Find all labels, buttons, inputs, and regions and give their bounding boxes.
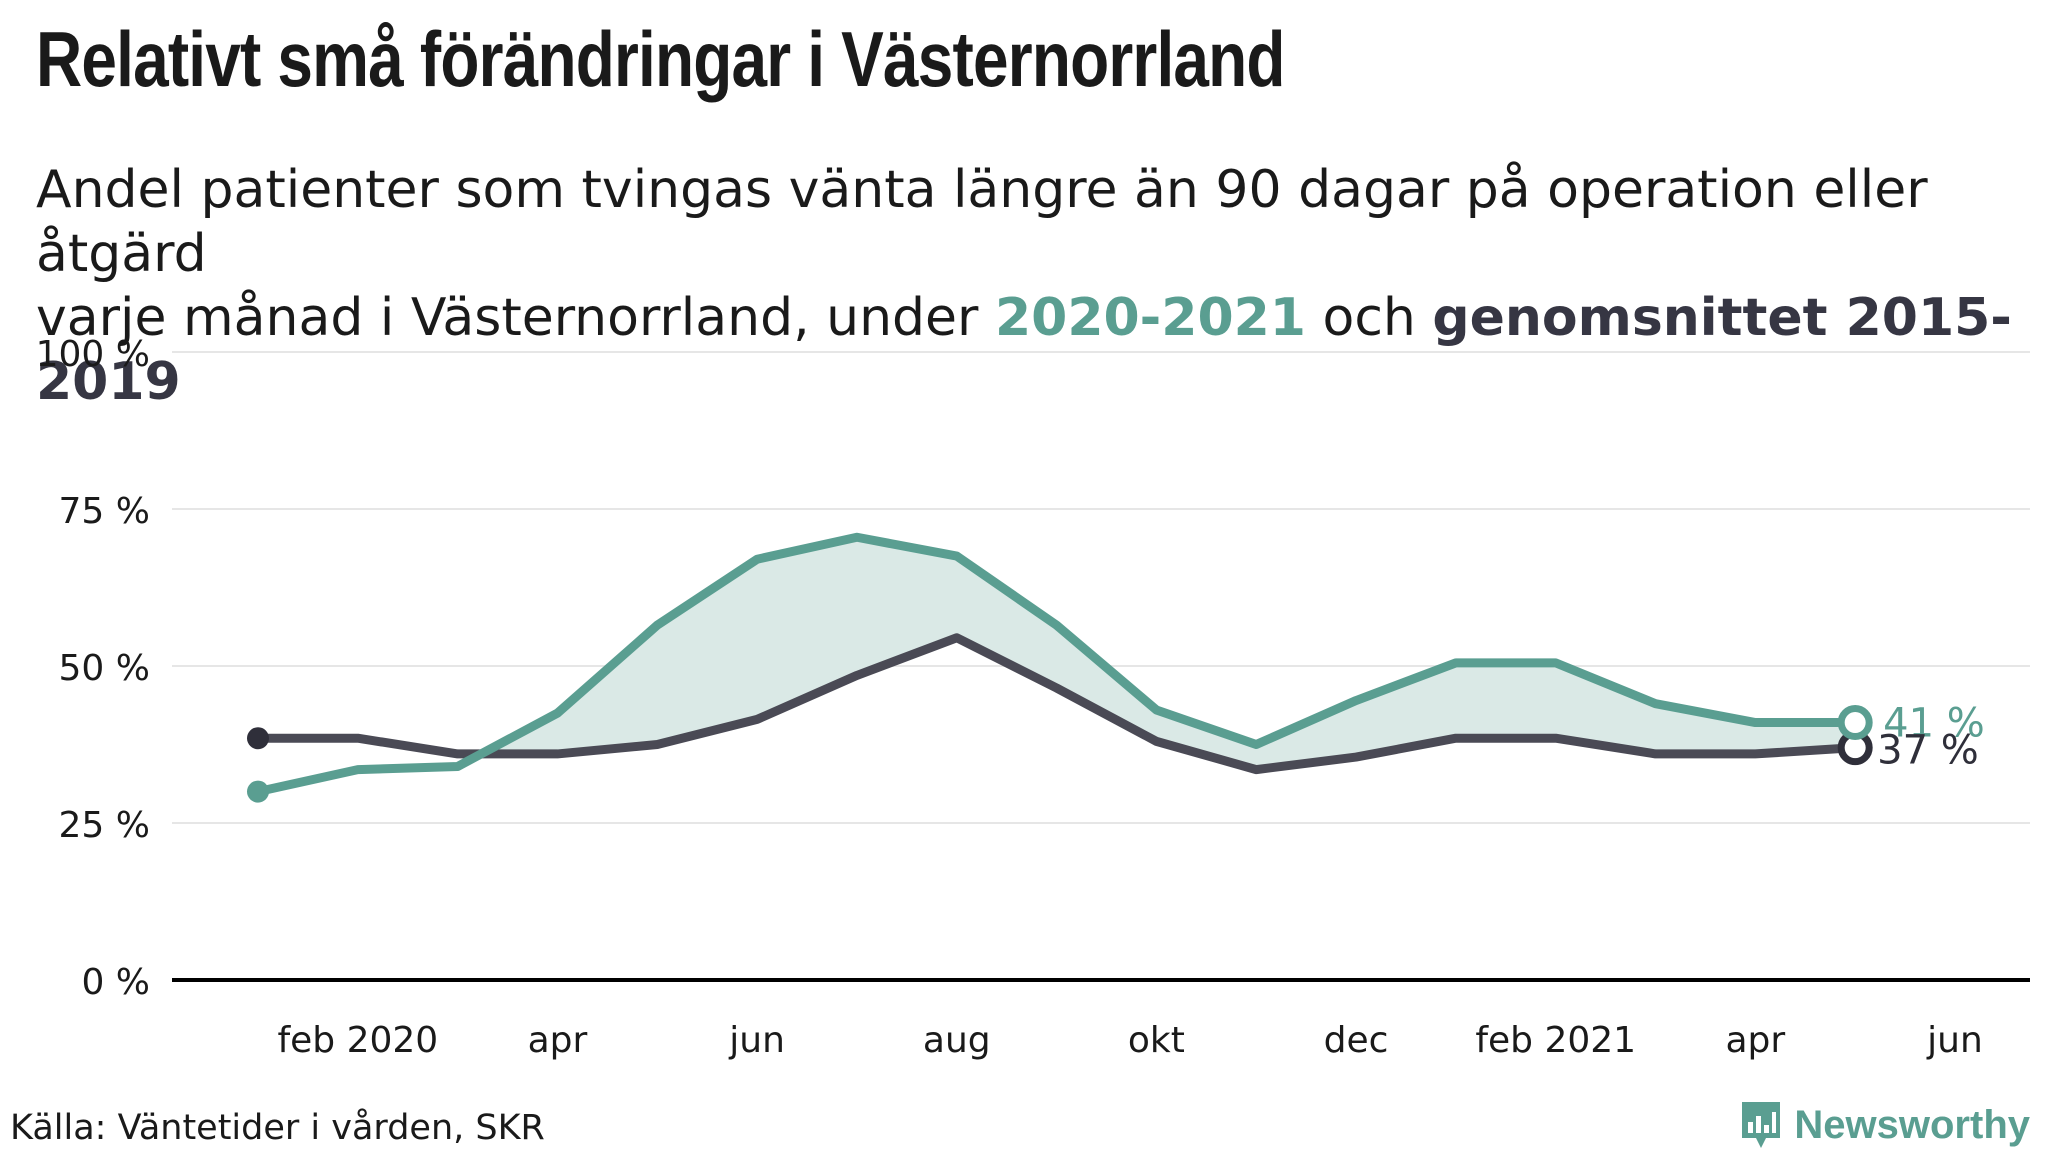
series-markers [247, 705, 1873, 803]
series-line-average [253, 633, 1860, 775]
x-tick-label: jun [1926, 1020, 1983, 1061]
fill-area-segment [481, 537, 1856, 770]
x-axis-tick-labels: feb 2020 apr jun aug okt dec feb 2021 apr jun [277, 1020, 1982, 1061]
subtitle-line2-prefix: varje månad i Västernorrland, under [36, 288, 995, 348]
x-tick-label: dec [1324, 1020, 1389, 1061]
chart-subtitle: Andel patienter som tvingas vänta längre… [36, 158, 2036, 414]
legend-average-period: genomsnittet 2015-2019 [36, 288, 2012, 412]
grid-lines [172, 351, 2030, 982]
series-end-labels: 41 %37 % [1877, 701, 1985, 774]
x-tick-label: aug [923, 1020, 991, 1061]
chart-title: Relativt små förändringar i Västernorrla… [36, 15, 1285, 103]
series-line-current [253, 532, 1860, 797]
x-tick-label: okt [1128, 1020, 1185, 1061]
x-tick-label: apr [1725, 1020, 1785, 1061]
subtitle-line2-middle: och [1306, 288, 1433, 348]
y-tick-label: 0 % [81, 962, 150, 1003]
end-point-current [1837, 705, 1873, 741]
legend-current-period: 2020-2021 [994, 288, 1306, 348]
brand-name: Newsworthy [1794, 1102, 2030, 1147]
end-label-average: 37 % [1877, 728, 1979, 774]
difference-fill-area [481, 537, 1856, 770]
brand-logo: Newsworthy [1738, 1098, 2030, 1152]
line-chart: 0 % 25 % 50 % 75 % 100 % feb 2020 apr jun aug ok… [36, 334, 2030, 1061]
x-tick-label: apr [528, 1020, 588, 1061]
newsworthy-logo-icon [1742, 1102, 1781, 1148]
end-label-current: 41 % [1883, 701, 1985, 747]
y-axis-tick-labels: 0 % 25 % 50 % 75 % 100 % [36, 334, 150, 1003]
y-tick-label: 100 % [36, 334, 150, 375]
subtitle-line1: Andel patienter som tvingas vänta längre… [36, 160, 1928, 284]
y-tick-label: 75 % [59, 491, 150, 532]
x-tick-label: jun [728, 1020, 785, 1061]
series-lines [253, 532, 1860, 797]
y-tick-label: 50 % [59, 648, 150, 689]
x-tick-label: feb 2020 [277, 1020, 438, 1061]
start-point-current [247, 780, 269, 803]
start-point-average [247, 727, 269, 750]
x-tick-label: feb 2021 [1475, 1020, 1636, 1061]
y-tick-label: 25 % [59, 805, 150, 846]
source-note: Källa: Väntetider i vården, SKR [10, 1108, 545, 1148]
